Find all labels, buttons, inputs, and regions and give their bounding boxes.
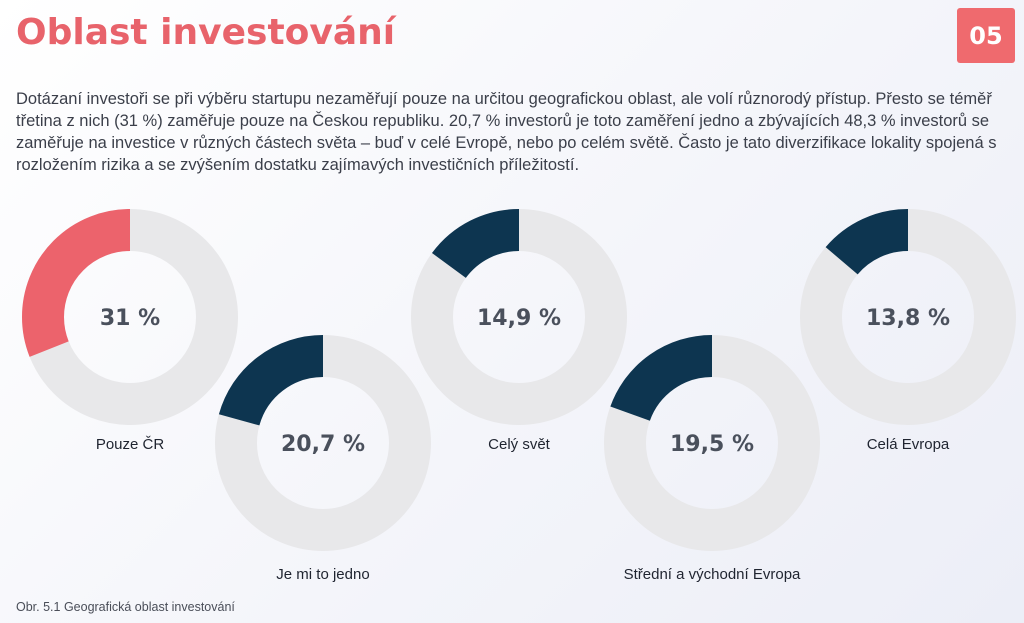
donut-value-arc	[215, 335, 431, 551]
donut-category-label: Celý svět	[488, 436, 551, 453]
donut-category-label: Je mi to jedno	[276, 566, 369, 583]
donut-value-arc	[22, 209, 238, 425]
donut-category-label: Střední a východní Evropa	[624, 566, 801, 583]
donut-value-label: 14,9 %	[477, 306, 561, 331]
donut-value-label: 20,7 %	[281, 432, 365, 457]
page-title: Oblast investování	[16, 12, 396, 53]
donut-value-arc	[411, 209, 627, 425]
donut-2: 20,7 % Je mi to jedno	[215, 335, 431, 583]
intro-text: Dotázaní investoři se při výběru startup…	[16, 90, 997, 174]
donut-value-arc	[604, 335, 820, 551]
figure-caption: Obr. 5.1 Geografická oblast investování	[16, 600, 235, 614]
intro-paragraph: Dotázaní investoři se při výběru startup…	[16, 88, 1006, 176]
donut-category-label: Pouze ČR	[96, 436, 165, 453]
donut-value-label: 19,5 %	[670, 432, 754, 457]
donut-4: 19,5 % Střední a východní Evropa	[604, 335, 820, 583]
donut-3: 14,9 % Celý svět	[411, 209, 627, 453]
donut-value-arc	[800, 209, 1016, 425]
donut-value-label: 31 %	[100, 306, 160, 331]
donut-value-label: 13,8 %	[866, 306, 950, 331]
donut-5: 13,8 % Celá Evropa	[800, 209, 1016, 453]
donut-1: 31 % Pouze ČR	[22, 209, 238, 453]
donut-category-label: Celá Evropa	[867, 436, 950, 453]
chapter-badge: 05	[957, 8, 1015, 63]
